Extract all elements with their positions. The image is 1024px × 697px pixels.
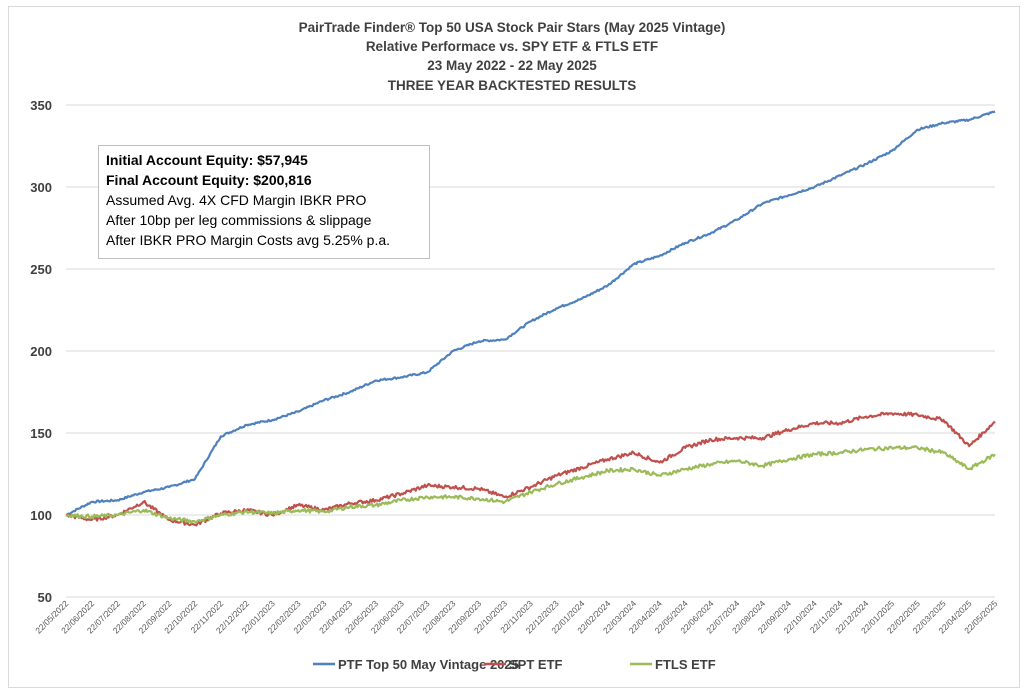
chart-frame (8, 6, 1020, 688)
y-tick-label: 250 (30, 262, 52, 277)
legend-label: FTLS ETF (655, 657, 716, 672)
series-line-1 (66, 411, 996, 527)
annotation-line: Initial Account Equity: $57,945 (106, 152, 308, 168)
annotation-line: After IBKR PRO Margin Costs avg 5.25% p.… (106, 232, 391, 248)
y-tick-label: 300 (30, 180, 52, 195)
chart-subtitle: Relative Performace vs. SPY ETF & FTLS E… (365, 39, 659, 54)
legend-label: SPT ETF (509, 657, 563, 672)
annotation-line: Final Account Equity: $200,816 (106, 172, 312, 188)
annotation-box: Initial Account Equity: $57,945 Final Ac… (98, 145, 430, 259)
y-tick-label: 150 (30, 426, 52, 441)
y-tick-label: 350 (30, 98, 52, 113)
series-line-0 (65, 110, 996, 516)
legend-label: PTF Top 50 May Vintage 2025 (338, 657, 519, 672)
annotation-line: After 10bp per leg commissions & slippag… (106, 212, 372, 228)
chart-date-range: 23 May 2022 - 22 May 2025 (427, 58, 597, 73)
y-tick-label: 50 (38, 590, 52, 605)
series-line-2 (65, 445, 996, 525)
y-tick-label: 200 (30, 344, 52, 359)
y-tick-label: 100 (30, 508, 52, 523)
annotation-line: Assumed Avg. 4X CFD Margin IBKR PRO (106, 192, 367, 208)
chart-title: PairTrade Finder® Top 50 USA Stock Pair … (298, 20, 726, 35)
chart-caption: THREE YEAR BACKTESTED RESULTS (387, 78, 637, 93)
